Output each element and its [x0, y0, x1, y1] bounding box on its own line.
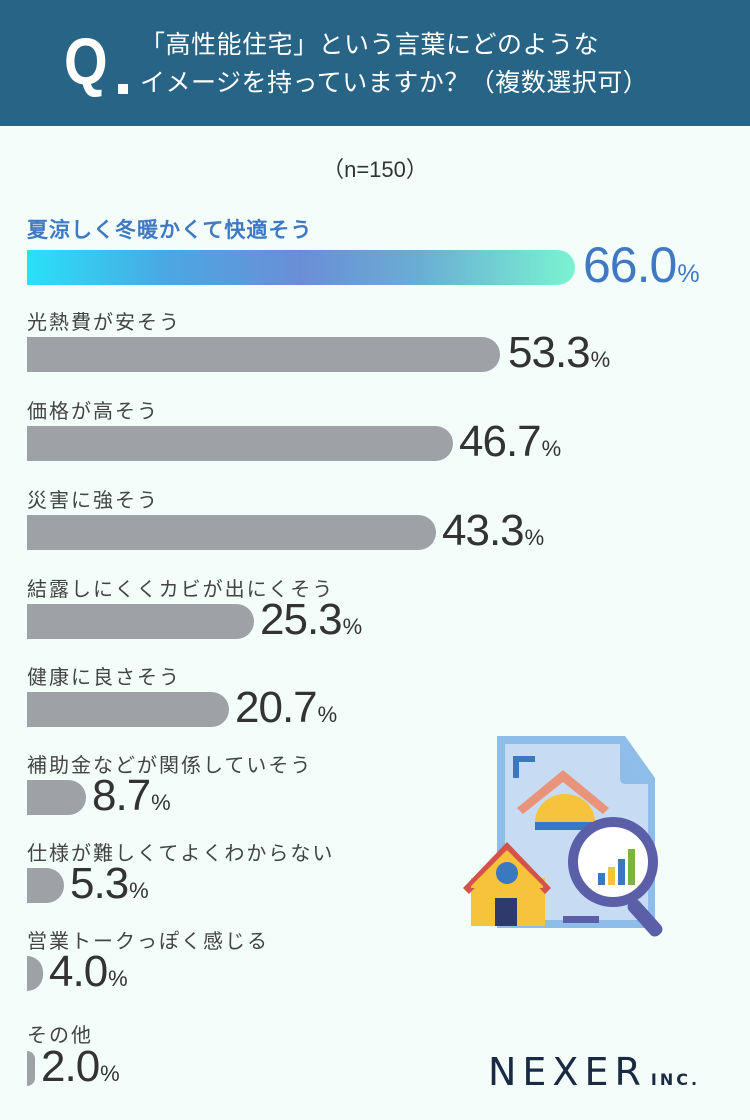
question-header: Q 「高性能住宅」という言葉にどのような イメージを持っていますか？（複数選択可…: [0, 0, 750, 126]
question-title-line1: 「高性能住宅」という言葉にどのような: [140, 30, 600, 59]
percent-sign: %: [108, 966, 128, 991]
nexer-logo: NEXER INC.: [488, 1050, 700, 1094]
percent-sign: %: [100, 1061, 120, 1086]
row-label: 災害に強そう: [27, 488, 159, 512]
percent-sign: %: [541, 436, 562, 461]
bar: [27, 692, 229, 727]
q-mark: Q: [64, 24, 108, 98]
value-number: 43.3: [442, 506, 525, 555]
percent-sign: %: [151, 790, 171, 815]
bar: [27, 337, 500, 372]
percent-sign: %: [129, 878, 149, 903]
bar-highlighted: [27, 250, 575, 285]
value-number: 46.7: [459, 417, 542, 466]
row-label: 価格が高そう: [27, 399, 159, 423]
bar: [27, 1051, 35, 1086]
value-label: 25.3%: [260, 595, 362, 645]
percent-sign: %: [317, 702, 338, 727]
value-label: 53.3%: [508, 328, 610, 378]
row-label: 健康に良さそう: [27, 665, 181, 689]
value-label: 5.3%: [70, 859, 149, 909]
question-title-line2: イメージを持っていますか？（複数選択可）: [140, 68, 649, 97]
bar: [27, 956, 43, 991]
sample-size: （n=150）: [322, 157, 428, 182]
value-number: 53.3: [508, 328, 591, 377]
q-dot: [118, 84, 128, 94]
row-label: 結露しにくくカビが出にくそう: [27, 577, 335, 601]
percent-sign: %: [590, 347, 611, 372]
row-label: 補助金などが関係していそう: [27, 753, 313, 777]
value-number: 66.0: [583, 237, 677, 293]
value-number: 25.3: [260, 595, 343, 644]
value-label: 46.7%: [459, 417, 561, 467]
percent-sign: %: [342, 614, 363, 639]
row-label: 夏涼しく冬暖かくて快適そう: [27, 218, 313, 242]
row-label: 仕様が難しくてよくわからない: [27, 841, 335, 865]
bar: [27, 780, 86, 815]
value-label: 43.3%: [442, 506, 544, 556]
value-label: 20.7%: [235, 683, 337, 733]
value-label: 4.0%: [49, 947, 128, 997]
value-label: 8.7%: [92, 771, 171, 821]
row-label: その他: [27, 1023, 93, 1047]
value-label: 2.0%: [41, 1042, 120, 1092]
question-title: 「高性能住宅」という言葉にどのような イメージを持っていますか？（複数選択可）: [140, 26, 648, 102]
bar: [27, 868, 64, 903]
logo-main: NEXER: [488, 1050, 647, 1094]
bar: [27, 426, 453, 461]
value-number: 2.0: [41, 1042, 100, 1091]
percent-sign: %: [677, 260, 700, 288]
percent-sign: %: [524, 525, 545, 550]
value-label: 66.0%: [583, 236, 700, 294]
value-number: 8.7: [92, 771, 151, 820]
bar: [27, 515, 436, 550]
house-report-magnifier-icon: [455, 728, 695, 948]
bar: [27, 604, 254, 639]
value-number: 4.0: [49, 947, 108, 996]
row-label: 光熱費が安そう: [27, 310, 181, 334]
row-label: 営業トークっぽく感じる: [27, 929, 269, 953]
logo-sub: INC.: [650, 1070, 701, 1089]
value-number: 20.7: [235, 683, 318, 732]
value-number: 5.3: [70, 859, 129, 908]
